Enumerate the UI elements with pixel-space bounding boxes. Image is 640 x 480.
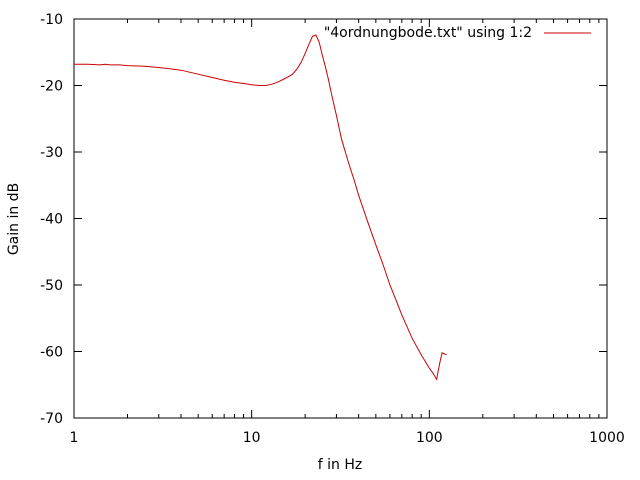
y-axis-label: Gain in dB	[6, 183, 22, 255]
x-tick-label: 1000	[589, 430, 625, 446]
tick-marks	[73, 18, 608, 419]
plot-frame	[73, 18, 608, 419]
y-tick-label: -40	[40, 212, 63, 228]
y-tick-label: -20	[40, 79, 63, 95]
y-tick-label: -10	[40, 12, 63, 28]
y-tick-label: -70	[40, 411, 63, 427]
y-tick-label: -30	[40, 145, 63, 161]
legend: "4ordnungbode.txt" using 1:2	[324, 25, 591, 41]
legend-label: "4ordnungbode.txt" using 1:2	[324, 25, 532, 41]
y-tick-label: -50	[40, 278, 63, 294]
x-tick-label: 1	[70, 430, 79, 446]
y-tick-label: -60	[40, 345, 63, 361]
x-axis-label: f in Hz	[318, 457, 362, 473]
tick-labels: 1 10 100 1000 -70 -60 -50 -40 -30 -20 -10	[40, 12, 625, 446]
x-tick-label: 100	[416, 430, 443, 446]
series-line	[74, 34, 447, 381]
x-tick-label: 10	[243, 430, 261, 446]
